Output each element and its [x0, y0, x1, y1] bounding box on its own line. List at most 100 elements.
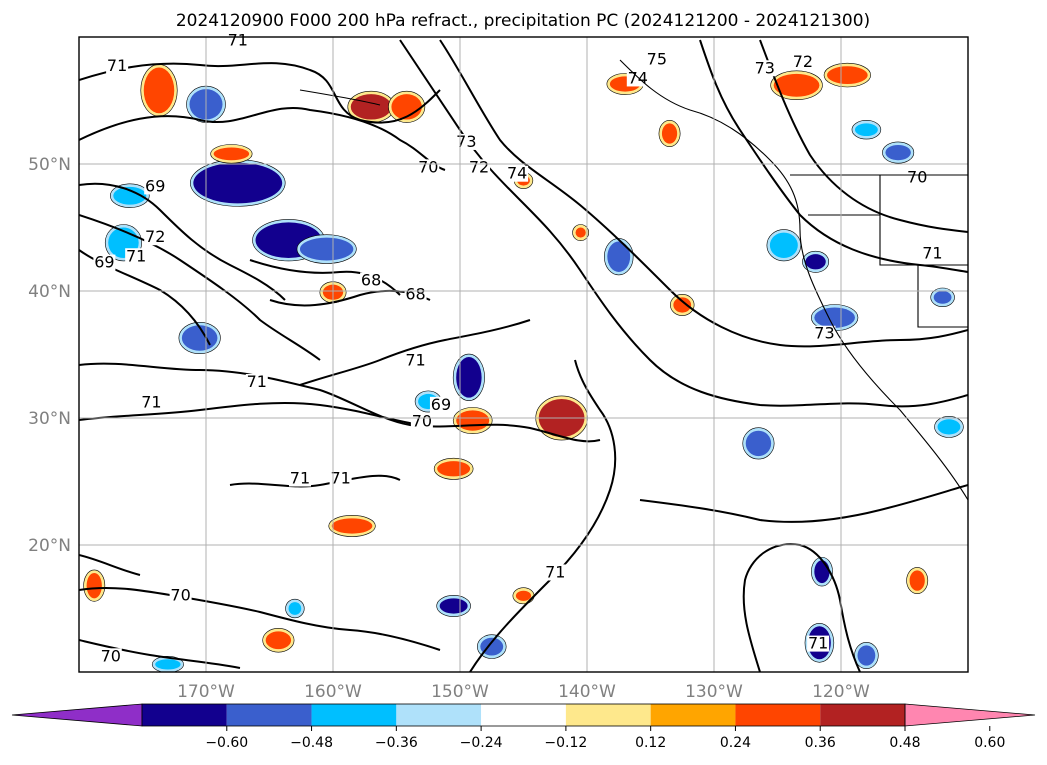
colorbar-segment [396, 704, 482, 726]
contour-label: 71 [545, 562, 565, 581]
precip-blob [109, 183, 150, 208]
precip-blob-core [439, 598, 468, 614]
contour-label-bg [144, 178, 167, 195]
contour-label-bg [921, 245, 944, 262]
contour-label-bg [417, 159, 440, 176]
colorbar-tick-label: −0.24 [460, 735, 503, 751]
precip-blob-core [575, 227, 586, 238]
precip-blob-core [933, 291, 952, 304]
precip-blob-core [331, 518, 373, 534]
precip-blob-core [814, 307, 855, 328]
colorbar-segment [735, 704, 821, 726]
latitude-tick-labels: 50°N 40°N 30°N 20°N [28, 155, 71, 556]
precip-blob-core [456, 410, 490, 431]
contour-line-70-sub [79, 401, 421, 426]
contour-label: 71 [141, 392, 161, 411]
contour-label-bg [410, 413, 433, 430]
colorbar-tick-label: 0.12 [635, 735, 666, 751]
precip-blob-core [854, 123, 878, 137]
lat-tick-label: 50°N [28, 155, 71, 175]
contour-label: 71 [247, 372, 267, 391]
longitude-tick-labels: 170°W 160°W 150°W 140°W 130°W 120°W [177, 682, 870, 702]
chart-title: 2024120900 F000 200 hPa refract., precip… [176, 11, 870, 31]
contour-label: 73 [814, 324, 834, 343]
precip-blob [452, 407, 493, 435]
precip-blob [210, 144, 253, 164]
precip-blob-core [515, 590, 532, 601]
colorbar-tick-label: 0.24 [720, 735, 751, 751]
contour-label: 68 [361, 270, 381, 289]
contour-line-70-mid [79, 362, 601, 443]
precip-blob [512, 587, 535, 605]
contour-label-bg [404, 352, 427, 369]
contour-line-72-east [759, 39, 968, 233]
coastline-alaska-peninsula [299, 89, 381, 106]
contour-label-bg [404, 286, 427, 303]
precip-blob [178, 321, 221, 354]
precip-blob-core [155, 659, 181, 670]
colorbar-frame [141, 703, 906, 727]
precip-blob-core [661, 123, 678, 144]
precip-blob [433, 457, 474, 480]
precip-blob [190, 159, 286, 207]
contour-label: 68 [405, 284, 425, 303]
precip-blob-core [769, 232, 798, 258]
contour-line-69-west [79, 182, 286, 301]
colorbar-segment [226, 704, 312, 726]
contour-label-bg [506, 165, 529, 182]
colorbar-segment [650, 704, 736, 726]
precip-blob [851, 120, 882, 140]
contour-label-bg [468, 159, 491, 176]
border-states [808, 175, 968, 328]
contour-label-bg [125, 248, 148, 265]
contour-line-70-north [79, 106, 446, 171]
contour-label-bg [329, 470, 352, 487]
contour-line-72-south-east [639, 484, 968, 523]
contour-label-bg [144, 229, 167, 246]
contour-label: 71 [290, 469, 310, 488]
colorbar-segment [481, 704, 566, 726]
contour-label-bg [429, 396, 452, 413]
precip-blob [452, 353, 485, 401]
contour-label-bg [99, 648, 122, 665]
contour-label-bg [791, 53, 814, 70]
precip-blob [604, 238, 634, 276]
contour-label: 70 [907, 168, 927, 187]
lat-tick-label: 30°N [28, 409, 71, 429]
precip-blob-core [113, 186, 147, 205]
precip-blob [906, 567, 929, 595]
precip-blob [140, 64, 178, 117]
precip-blob [436, 595, 471, 617]
precip-blob-core [288, 602, 302, 615]
precip-blob [854, 642, 879, 669]
precip-blob-core [193, 162, 283, 204]
contour-label: 74 [628, 68, 648, 87]
coastline-north-america [619, 59, 969, 501]
lon-tick-label: 140°W [558, 682, 616, 702]
contour-label-bg [106, 57, 129, 74]
contour-label: 70 [418, 157, 438, 176]
contour-label: 70 [170, 585, 190, 604]
precip-blob [766, 229, 802, 262]
colorbar-tick-label: −0.36 [375, 735, 418, 751]
contour-label: 72 [145, 227, 165, 246]
map-background [79, 37, 968, 672]
contour-line-71-south [229, 474, 401, 488]
precip-blob-core [437, 461, 471, 477]
contour-label-bg [245, 373, 268, 390]
precip-blob-core [885, 144, 911, 161]
precip-blob-core [299, 237, 354, 261]
contour-label: 71 [228, 30, 248, 49]
colorbar-extend-min [11, 703, 143, 727]
contour-label-bg [140, 394, 163, 411]
contour-label: 73 [755, 58, 775, 77]
coastline-layer [299, 59, 969, 501]
precip-blob [296, 234, 357, 264]
colorbar-tick-label: −0.12 [544, 735, 587, 751]
lon-tick-label: 130°W [685, 682, 743, 702]
precip-blob-core [857, 645, 876, 666]
contour-label: 70 [412, 411, 432, 430]
